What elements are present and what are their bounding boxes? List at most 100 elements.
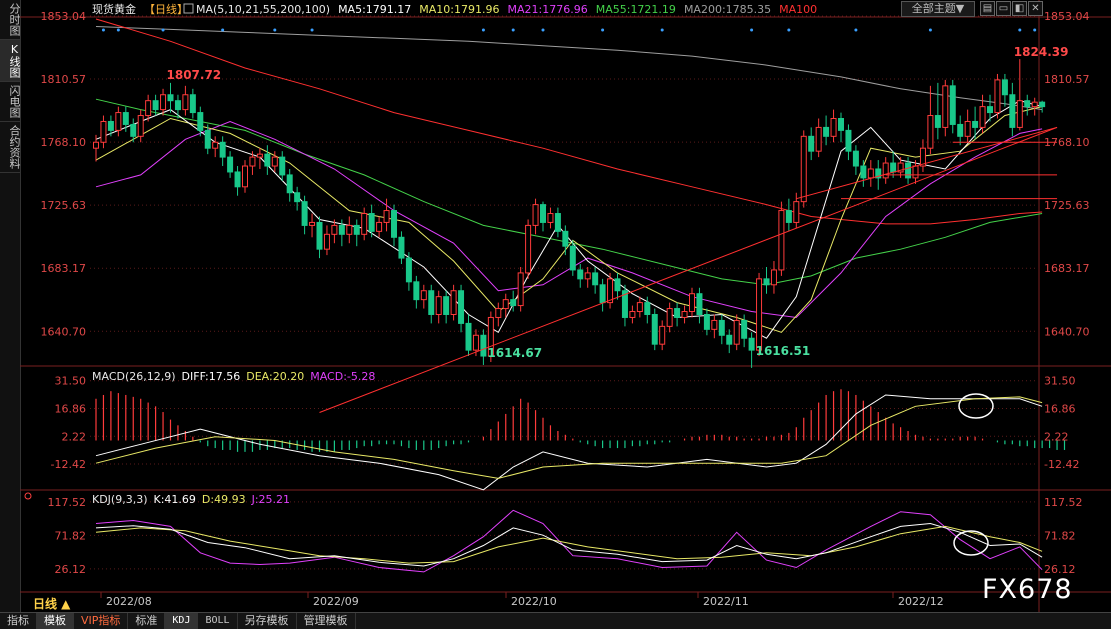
close-icon[interactable]: ✕: [1028, 1, 1043, 16]
candle: [204, 124, 211, 155]
macd-tick-left: -12.42: [51, 458, 86, 471]
toolbar-standard-button[interactable]: 标准: [128, 613, 166, 629]
candle-body: [420, 290, 427, 301]
candle-body: [838, 118, 844, 131]
candle-body: [741, 319, 748, 339]
chart-area[interactable]: 1853.04 1853.04 1810.57 1810.57 1768.10 1768.…: [20, 0, 1111, 612]
toolbar-kdj-button[interactable]: KDJ: [165, 613, 199, 629]
candle-body: [614, 278, 621, 292]
price-tick-right: 1768.10: [1044, 136, 1090, 149]
candle: [800, 130, 807, 208]
candle-body: [458, 290, 465, 324]
ma55-line: [95, 98, 1043, 286]
candle-body: [271, 156, 278, 167]
candle-body: [726, 334, 733, 345]
candle: [614, 272, 621, 300]
candle-body: [1039, 101, 1046, 108]
candle-body: [815, 126, 822, 152]
candle-body: [510, 299, 517, 307]
candle-body: [122, 112, 129, 125]
kdj-d-line: [95, 525, 1043, 564]
split-icon[interactable]: ◧: [1012, 1, 1027, 16]
candle: [189, 88, 196, 119]
event-marker-dot: [221, 28, 225, 32]
candle-body: [450, 290, 457, 315]
price-tick-left: 1853.04: [41, 10, 87, 23]
candle-body: [890, 162, 897, 173]
candle-body: [897, 162, 904, 173]
candle: [487, 311, 494, 362]
candle: [696, 287, 703, 324]
toolbar-indicator-button[interactable]: 指标: [0, 613, 37, 629]
candle-body: [823, 126, 830, 137]
event-marker-dot: [601, 28, 605, 32]
toolbar-boll-button[interactable]: BOLL: [198, 613, 238, 629]
candle-body: [391, 210, 397, 238]
kdj-tick-left: 117.52: [48, 496, 87, 509]
candle: [748, 332, 755, 368]
low-annotation-sep: 1614.67: [487, 346, 542, 360]
candle-body: [875, 168, 882, 179]
candle: [957, 115, 964, 146]
candle: [778, 201, 785, 276]
candle-body: [256, 153, 263, 158]
candle: [301, 195, 308, 235]
sidebar-tab-contract[interactable]: 合约资料: [0, 122, 21, 173]
candle: [152, 94, 159, 116]
macd-diff-line: [95, 394, 1043, 491]
sidebar-tab-timeshare[interactable]: 分时图: [0, 0, 21, 40]
candle-body: [294, 192, 301, 203]
candle: [547, 207, 554, 229]
candle: [234, 166, 241, 196]
toolbar-save-template-button[interactable]: 另存模板: [238, 613, 297, 629]
sidebar-tab-flash[interactable]: 闪电图: [0, 82, 21, 122]
candle-body: [115, 112, 122, 131]
date-label: 2022/08: [106, 595, 152, 608]
candle: [681, 305, 688, 324]
candle-body: [137, 115, 144, 137]
candle: [532, 198, 539, 235]
theme-dropdown[interactable]: 全部主题▼: [901, 1, 975, 17]
candle-body: [659, 325, 666, 345]
candle: [316, 216, 323, 259]
toolbar-manage-template-button[interactable]: 管理模板: [297, 613, 356, 629]
candle: [852, 145, 859, 175]
maximize-icon[interactable]: ▭: [996, 1, 1011, 16]
candle: [592, 266, 599, 294]
toolbar-vip-indicator-button[interactable]: VIP指标: [74, 613, 129, 629]
ma5-legend: MA5:1791.17: [338, 3, 411, 16]
candle-body: [465, 322, 472, 351]
candle: [93, 134, 99, 162]
ma100-legend: MA100: [779, 3, 817, 16]
candle-body: [696, 293, 703, 315]
candle-body: [540, 204, 546, 223]
candle: [517, 266, 524, 312]
layout-icon[interactable]: ▤: [980, 1, 995, 16]
candle-body: [733, 319, 740, 345]
ma200-line: [95, 26, 1043, 111]
candle-body: [718, 319, 725, 336]
candle-body: [487, 316, 494, 357]
candle: [644, 296, 651, 324]
candle: [458, 284, 465, 333]
candle-body: [212, 141, 219, 149]
candle: [815, 118, 822, 158]
price-tick-right: 1810.57: [1044, 73, 1090, 86]
kdj-title: KDJ(9,3,3): [92, 493, 148, 506]
date-label: 2022/10: [511, 595, 557, 608]
candle: [1039, 100, 1046, 113]
toolbar-template-button[interactable]: 模板: [37, 613, 74, 629]
candle: [808, 127, 815, 161]
candle-body: [227, 156, 234, 173]
candle-body: [785, 210, 792, 223]
candle-body: [1009, 94, 1016, 128]
candle: [271, 151, 278, 172]
candle-body: [405, 257, 412, 283]
period-selector[interactable]: 日线 ▲: [33, 597, 71, 611]
candle: [510, 290, 517, 312]
candle: [323, 225, 330, 256]
candle: [890, 151, 897, 178]
sidebar-tab-kline[interactable]: K线图: [0, 40, 21, 82]
candle: [577, 264, 584, 288]
candle-body: [480, 334, 487, 357]
